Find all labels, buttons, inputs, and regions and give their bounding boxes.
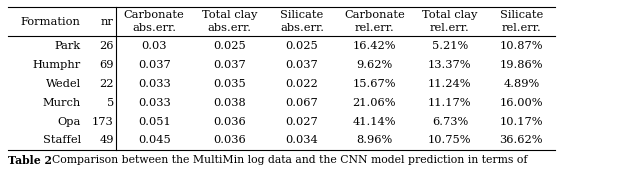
Text: Opa: Opa	[57, 116, 81, 127]
Text: 22: 22	[99, 79, 114, 89]
Text: Comparison between the MultiMin log data and the CNN model prediction in terms o: Comparison between the MultiMin log data…	[45, 155, 527, 165]
Text: 10.87%: 10.87%	[500, 41, 543, 51]
Text: 10.17%: 10.17%	[500, 116, 543, 127]
Text: nr: nr	[101, 17, 114, 27]
Text: 21.06%: 21.06%	[353, 98, 396, 108]
Text: 0.03: 0.03	[141, 41, 167, 51]
Text: 0.022: 0.022	[285, 79, 319, 89]
Text: 0.036: 0.036	[213, 116, 246, 127]
Text: 69: 69	[99, 60, 114, 70]
Text: Murch: Murch	[42, 98, 81, 108]
Text: Total clay
abs.err.: Total clay abs.err.	[202, 10, 257, 33]
Text: 5.21%: 5.21%	[432, 41, 468, 51]
Text: 15.67%: 15.67%	[353, 79, 396, 89]
Text: Carbonate
abs.err.: Carbonate abs.err.	[124, 10, 184, 33]
Text: 13.37%: 13.37%	[428, 60, 472, 70]
Text: 41.14%: 41.14%	[353, 116, 396, 127]
Text: Formation: Formation	[20, 17, 81, 27]
Text: 0.038: 0.038	[213, 98, 246, 108]
Text: 11.17%: 11.17%	[428, 98, 472, 108]
Text: 4.89%: 4.89%	[503, 79, 540, 89]
Text: Humphr: Humphr	[33, 60, 81, 70]
Text: 0.045: 0.045	[138, 135, 171, 146]
Text: 49: 49	[99, 135, 114, 146]
Text: 36.62%: 36.62%	[500, 135, 543, 146]
Text: 0.025: 0.025	[213, 41, 246, 51]
Text: 19.86%: 19.86%	[500, 60, 543, 70]
Text: 8.96%: 8.96%	[356, 135, 392, 146]
Text: 26: 26	[99, 41, 114, 51]
Text: Table 2: Table 2	[8, 155, 52, 166]
Text: Wedel: Wedel	[45, 79, 81, 89]
Text: Staffel: Staffel	[42, 135, 81, 146]
Text: 0.037: 0.037	[285, 60, 319, 70]
Text: 0.036: 0.036	[213, 135, 246, 146]
Text: Park: Park	[54, 41, 81, 51]
Text: 5: 5	[107, 98, 114, 108]
Text: 6.73%: 6.73%	[432, 116, 468, 127]
Text: 0.067: 0.067	[285, 98, 319, 108]
Text: Silicate
abs.err.: Silicate abs.err.	[280, 10, 324, 33]
Text: Silicate
rel.err.: Silicate rel.err.	[500, 10, 543, 33]
Text: 10.75%: 10.75%	[428, 135, 472, 146]
Text: 0.025: 0.025	[285, 41, 319, 51]
Text: 0.037: 0.037	[213, 60, 246, 70]
Text: 173: 173	[92, 116, 114, 127]
Text: 11.24%: 11.24%	[428, 79, 472, 89]
Text: Carbonate
rel.err.: Carbonate rel.err.	[344, 10, 404, 33]
Text: 9.62%: 9.62%	[356, 60, 392, 70]
Text: 0.033: 0.033	[138, 98, 171, 108]
Text: 0.035: 0.035	[213, 79, 246, 89]
Text: 16.00%: 16.00%	[500, 98, 543, 108]
Text: Total clay
rel.err.: Total clay rel.err.	[422, 10, 477, 33]
Text: 16.42%: 16.42%	[353, 41, 396, 51]
Text: 0.037: 0.037	[138, 60, 171, 70]
Text: 0.051: 0.051	[138, 116, 171, 127]
Text: 0.027: 0.027	[285, 116, 319, 127]
Text: 0.034: 0.034	[285, 135, 319, 146]
Text: 0.033: 0.033	[138, 79, 171, 89]
